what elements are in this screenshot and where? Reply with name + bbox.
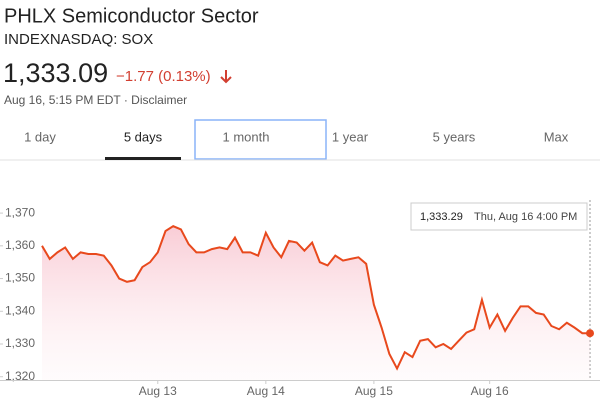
ticker: INDEXNASDAQ: SOX bbox=[4, 31, 153, 48]
tab-focus-box bbox=[194, 119, 327, 160]
change: −1.77 (0.13%) bbox=[116, 68, 211, 85]
title: PHLX Semiconductor Sector bbox=[4, 5, 259, 27]
tab[interactable]: 5 years bbox=[433, 129, 476, 144]
price: 1,333.09 bbox=[3, 58, 108, 88]
tab[interactable]: 5 days bbox=[124, 129, 163, 144]
down-arrow bbox=[220, 70, 232, 84]
timestamp: Aug 16, 5:15 PM EDT · Disclaimer bbox=[4, 93, 187, 107]
y-tick-label: 1,320 bbox=[5, 369, 35, 383]
x-tick-label: Aug 13 bbox=[139, 384, 177, 398]
line bbox=[41, 225, 591, 371]
tooltip-box bbox=[410, 202, 588, 231]
y-tick-label: 1,360 bbox=[5, 238, 35, 252]
x-tick-label: Aug 16 bbox=[471, 384, 509, 398]
tab[interactable]: 1 day bbox=[24, 129, 56, 144]
area bbox=[42, 226, 590, 380]
tab[interactable]: Max bbox=[544, 129, 569, 144]
y-tick-label: 1,330 bbox=[5, 336, 35, 350]
y-tick-label: 1,350 bbox=[5, 271, 35, 285]
last-point bbox=[586, 329, 594, 338]
tab[interactable]: 1 year bbox=[332, 129, 369, 144]
x-tick-label: Aug 14 bbox=[247, 384, 285, 398]
tooltip-time: Thu, Aug 16 4:00 PM bbox=[474, 211, 577, 223]
y-tick-label: 1,370 bbox=[5, 205, 35, 219]
tooltip-value: 1,333.29 bbox=[420, 211, 463, 223]
tab[interactable]: 1 month bbox=[223, 129, 270, 144]
y-tick-label: 1,340 bbox=[5, 303, 35, 317]
x-tick-label: Aug 15 bbox=[355, 384, 393, 398]
